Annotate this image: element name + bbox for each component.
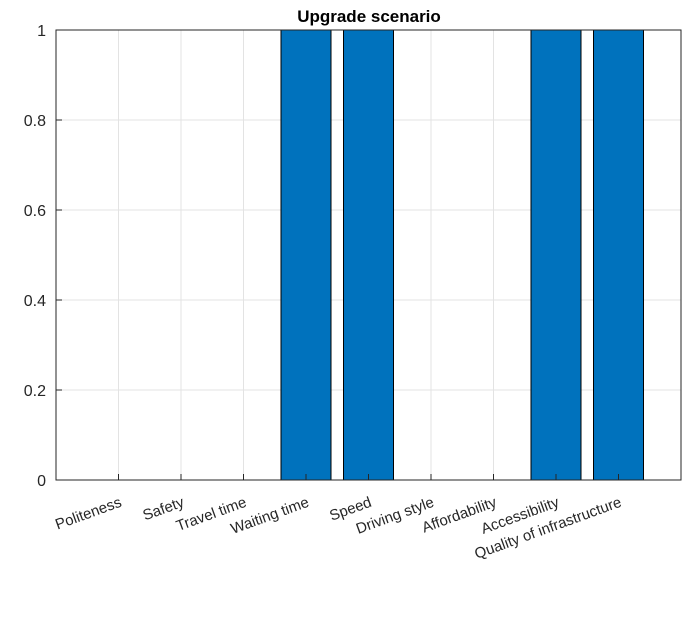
bars (280, 29, 644, 481)
chart-title: Upgrade scenario (297, 7, 441, 26)
y-tick-label: 0.8 (24, 113, 46, 130)
axes (55, 29, 682, 481)
y-tick-label: 0.2 (24, 383, 46, 400)
x-tick-label: Politeness (53, 494, 124, 534)
y-tick-labels: 0 0.2 0.4 0.6 0.8 1 (24, 23, 46, 490)
bar (343, 29, 394, 481)
bar (530, 29, 582, 481)
bar (280, 29, 332, 481)
y-tick-label: 0.6 (24, 203, 46, 220)
y-tick-label: 0 (37, 473, 46, 490)
y-tick-label: 1 (37, 23, 46, 40)
bar (593, 29, 644, 481)
y-tick-label: 0.4 (24, 293, 46, 310)
